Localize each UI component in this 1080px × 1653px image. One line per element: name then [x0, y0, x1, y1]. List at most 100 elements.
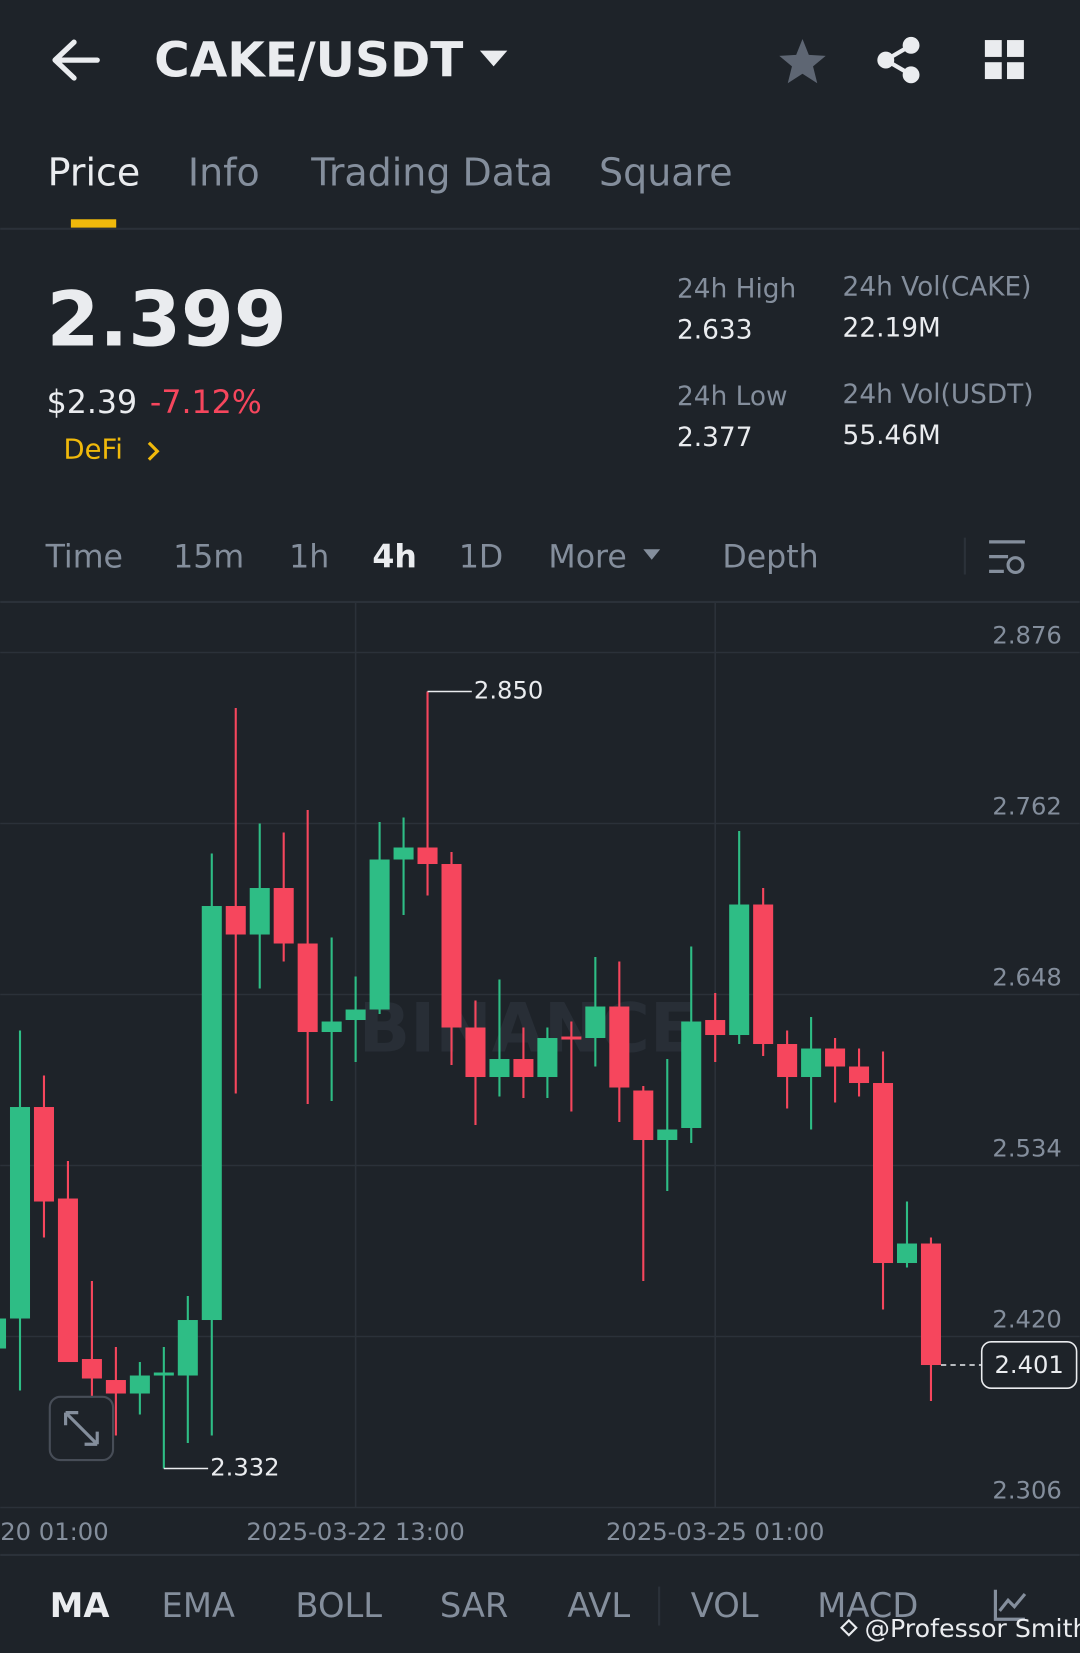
gear [1006, 556, 1025, 575]
more-dropdown[interactable] [643, 549, 661, 560]
candle-body [920, 1243, 941, 1366]
candle-body [345, 1009, 366, 1021]
indicator-bar: MA EMA BOLL SAR AVL VOL MACD [50, 1586, 919, 1625]
candle-body [489, 1059, 510, 1078]
candle-body [777, 1044, 798, 1078]
stats: 24h High 2.633 24h Vol(CAKE) 22.19M 24h Low 2… [677, 272, 1033, 453]
annotation-label: 2.332 [210, 1453, 279, 1482]
candle-body [297, 943, 318, 1033]
y-tick-label: 2.876 [992, 621, 1061, 650]
square [1007, 40, 1024, 57]
timeframe[interactable]: Time [45, 540, 123, 576]
stat-label: 24h High [677, 274, 796, 304]
timeframe[interactable]: 1D [459, 540, 503, 576]
timeframe[interactable]: 1h [289, 540, 329, 576]
candle-body [561, 1036, 582, 1040]
candle-body [201, 906, 222, 1321]
share-dot [902, 66, 920, 84]
indicator[interactable]: VOL [691, 1586, 759, 1625]
tab[interactable]: Price [48, 150, 141, 194]
candlestick-chart: BINANCE 2.306 2.420 2.534 2.648 2.762 2.876 20 … [0, 603, 1080, 1546]
expand-arrows [64, 1411, 99, 1446]
candle-body [225, 906, 246, 935]
candle-body [825, 1048, 846, 1067]
candle-body [849, 1066, 870, 1084]
indicator[interactable]: MA [50, 1586, 110, 1625]
candle-body [537, 1038, 558, 1078]
tab[interactable]: Info [188, 150, 260, 194]
square [984, 62, 1002, 80]
candle-body [57, 1198, 78, 1363]
back-button[interactable] [52, 39, 100, 81]
candle-body [369, 859, 390, 1010]
x-tick-label: 20 01:00 [0, 1517, 108, 1546]
y-tick-label: 2.534 [992, 1134, 1061, 1163]
candle-body [896, 1243, 918, 1264]
indicator[interactable]: SAR [440, 1586, 509, 1625]
tab[interactable]: Trading Data [310, 150, 553, 194]
watermark-logo [840, 1618, 858, 1637]
candle-body [513, 1059, 534, 1078]
indicator[interactable]: AVL [567, 1586, 630, 1625]
candle-body [681, 1021, 702, 1129]
share-lines [881, 43, 913, 77]
square [984, 40, 1002, 57]
chart-watermark: BINANCE [359, 989, 696, 1068]
candle-body [729, 904, 750, 1036]
pair-dropdown[interactable] [479, 50, 508, 67]
candle-body [129, 1375, 150, 1394]
candle-body [249, 888, 270, 935]
indicator[interactable]: BOLL [295, 1586, 382, 1625]
chart-settings-icon[interactable] [989, 540, 1025, 575]
y-tick-label: 2.648 [992, 963, 1061, 992]
candle-body [177, 1320, 198, 1376]
y-tick-label: 2.762 [992, 792, 1061, 821]
square [1007, 62, 1024, 80]
usd-price: $2.39 [47, 385, 138, 421]
y-tick-label: 2.420 [992, 1305, 1061, 1334]
timeframe[interactable]: 15m [173, 540, 244, 576]
indicator[interactable]: EMA [162, 1586, 235, 1625]
annotation-label: 2.850 [474, 676, 543, 705]
candle-body [33, 1107, 54, 1202]
candle-body [657, 1129, 678, 1141]
grid-menu-icon[interactable] [984, 40, 1024, 80]
stat-label: 24h Vol(USDT) [843, 380, 1034, 410]
pair-title[interactable]: CAKE/USDT [154, 32, 463, 88]
x-tick-label: 2025-03-25 01:00 [606, 1517, 824, 1546]
timeframe[interactable]: 4h [372, 540, 417, 576]
price-change: -7.12% [150, 385, 262, 421]
stat-label: 24h Low [677, 382, 787, 412]
candle-body [465, 1027, 486, 1078]
candle-body [273, 888, 294, 944]
candle-body [609, 1006, 630, 1088]
timeframe[interactable]: Depth [722, 540, 818, 576]
chevron [147, 441, 160, 461]
y-tick-label: 2.306 [992, 1476, 1061, 1505]
last-price-box [980, 1341, 1078, 1390]
indicator[interactable]: MACD [817, 1586, 918, 1625]
candle-body [417, 847, 438, 865]
candle-body [0, 1318, 7, 1349]
stat-value: 55.46M [843, 421, 941, 451]
tab[interactable]: Square [599, 150, 733, 194]
share-icon[interactable] [877, 36, 920, 84]
timeframe[interactable]: More [548, 540, 626, 576]
timeframe-bar: Time 15m 1h 4h 1D More Depth [45, 540, 819, 576]
stat-value: 2.377 [677, 423, 752, 453]
indicator-settings-icon[interactable] [993, 1589, 1027, 1621]
share-dot [902, 36, 920, 54]
stat-label: 24h Vol(CAKE) [843, 272, 1032, 302]
back-arrow [52, 39, 100, 81]
tag: DeFi [63, 435, 122, 466]
stat-value: 22.19M [843, 313, 941, 343]
favorite-icon[interactable] [779, 39, 826, 84]
tab-bar: Price Info Trading Data Square [48, 150, 733, 194]
user-watermark: @Professor Smith [865, 1614, 1080, 1643]
candle-body [705, 1020, 726, 1036]
stat-value: 2.633 [677, 316, 752, 346]
candle-body [9, 1107, 31, 1319]
fullscreen-button[interactable] [48, 1395, 115, 1462]
tag-link[interactable]: DeFi [63, 435, 160, 466]
